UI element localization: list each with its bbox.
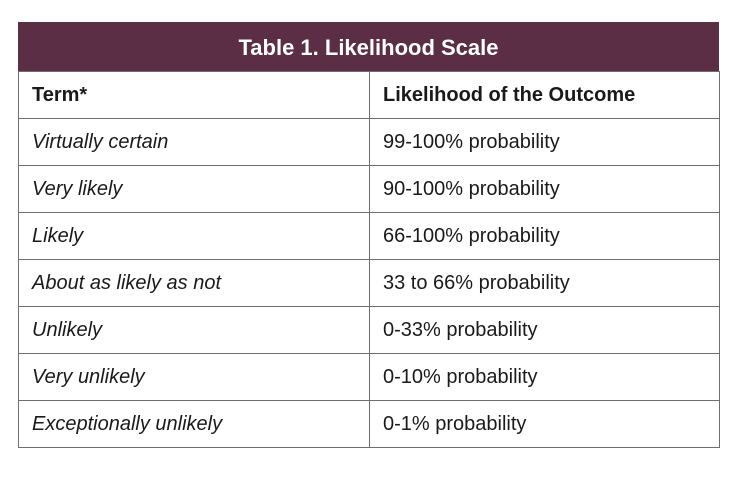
table-row: Unlikely 0-33% probability	[18, 306, 720, 354]
column-header: Likelihood of the Outcome	[369, 71, 720, 119]
term-cell: Likely	[18, 212, 370, 260]
likelihood-table: Table 1. Likelihood Scale Term* Likelihoo…	[18, 22, 720, 448]
term-cell: Very unlikely	[18, 353, 370, 401]
likelihood-cell: 99-100% probability	[369, 118, 720, 166]
likelihood-cell: 0-1% probability	[369, 400, 720, 448]
term-cell: Unlikely	[18, 306, 370, 354]
table-title: Table 1. Likelihood Scale	[18, 22, 719, 71]
table-row: Very unlikely 0-10% probability	[18, 353, 720, 401]
likelihood-cell: 66-100% probability	[369, 212, 720, 260]
likelihood-cell: 33 to 66% probability	[369, 259, 720, 307]
likelihood-cell: 90-100% probability	[369, 165, 720, 213]
table-row: Exceptionally unlikely 0-1% probability	[18, 400, 720, 448]
header-row: Term* Likelihood of the Outcome	[18, 71, 720, 119]
term-cell: Virtually certain	[18, 118, 370, 166]
table-row: Very likely 90-100% probability	[18, 165, 720, 213]
column-header: Term*	[18, 71, 370, 119]
term-cell: Very likely	[18, 165, 370, 213]
likelihood-cell: 0-33% probability	[369, 306, 720, 354]
term-cell: About as likely as not	[18, 259, 370, 307]
table-row: About as likely as not 33 to 66% probabil…	[18, 259, 720, 307]
table-row: Likely 66-100% probability	[18, 212, 720, 260]
term-cell: Exceptionally unlikely	[18, 400, 370, 448]
table: Term* Likelihood of the Outcome Virtually…	[18, 71, 720, 448]
table-row: Virtually certain 99-100% probability	[18, 118, 720, 166]
likelihood-cell: 0-10% probability	[369, 353, 720, 401]
